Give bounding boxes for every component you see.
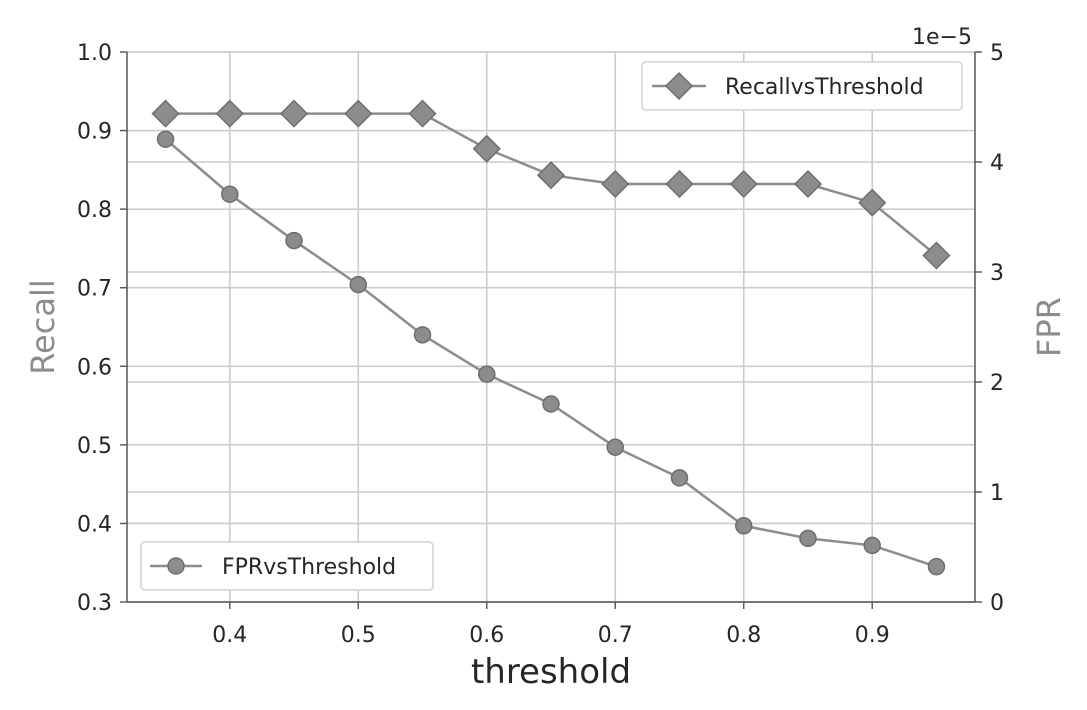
left-axis-label: Recall xyxy=(24,279,62,374)
data-point-recallvsthreshold xyxy=(601,169,630,199)
right-y-tick-label: 0 xyxy=(990,591,1004,616)
right-y-tick-label: 3 xyxy=(990,261,1004,286)
data-point-recallvsthreshold xyxy=(793,169,823,199)
legend-recall-box xyxy=(641,61,963,111)
tick-labels: 0.4 0.5 0.6 0.7 0.8 0.9 0.3 0.4 0.5 0.6 0.7 0.8 0.9 1… xyxy=(77,41,1004,648)
data-point-recallvsthreshold xyxy=(344,99,373,128)
legend-fpr-box xyxy=(140,541,434,591)
data-point-fprvsthreshold xyxy=(542,395,560,413)
legend-fpr-circle-marker xyxy=(167,557,185,575)
axes xyxy=(120,51,982,609)
left-y-tick-label: 0.3 xyxy=(77,591,112,616)
data-point-fprvsthreshold xyxy=(927,557,946,576)
legend-fpr: FPRvsThreshold xyxy=(140,541,434,591)
data-point-fprvsthreshold xyxy=(799,529,817,548)
data-point-fprvsthreshold xyxy=(413,326,432,344)
x-tick-label: 0.4 xyxy=(212,623,247,648)
series-line-fprvsthreshold xyxy=(164,138,937,568)
grid-lines xyxy=(127,51,975,603)
right-y-tick-label: 4 xyxy=(990,151,1004,176)
data-point-fprvsthreshold xyxy=(221,185,239,203)
left-y-tick-label: 0.8 xyxy=(77,198,112,223)
x-tick-label: 0.8 xyxy=(726,623,761,648)
right-y-tick-label: 5 xyxy=(990,41,1004,66)
left-y-tick-label: 1.0 xyxy=(77,41,112,66)
data-point-recallvsthreshold xyxy=(922,241,951,270)
data-point-recallvsthreshold xyxy=(151,99,180,128)
left-y-tick-label: 0.9 xyxy=(77,120,112,145)
legend-recall-diamond-marker xyxy=(664,71,694,101)
data-point-fprvsthreshold xyxy=(156,130,175,148)
data-point-recallvsthreshold xyxy=(536,161,566,190)
data-point-recallvsthreshold xyxy=(408,99,437,128)
right-y-tick-label: 1 xyxy=(990,481,1004,506)
data-point-fprvsthreshold xyxy=(863,536,881,555)
legend-recall-label: RecallvsThreshold xyxy=(725,75,924,100)
data-point-fprvsthreshold xyxy=(670,469,689,487)
x-axis-label: threshold xyxy=(471,652,631,692)
data-point-recallvsthreshold xyxy=(858,188,887,217)
legend-recall: RecallvsThreshold xyxy=(641,61,963,111)
legend-fpr-label: FPRvsThreshold xyxy=(222,555,396,580)
data-point-fprvsthreshold xyxy=(478,365,496,383)
data-point-fprvsthreshold xyxy=(285,231,303,250)
series-layer xyxy=(151,99,951,576)
right-y-tick-label: 2 xyxy=(990,371,1004,396)
x-tick-label: 0.9 xyxy=(855,623,890,648)
data-point-fprvsthreshold xyxy=(734,517,753,535)
right-axis-label: FPR xyxy=(1030,297,1068,357)
left-y-tick-label: 0.5 xyxy=(77,434,112,459)
left-y-tick-label: 0.4 xyxy=(77,512,112,537)
data-point-fprvsthreshold xyxy=(606,438,624,456)
data-point-recallvsthreshold xyxy=(729,169,758,199)
data-point-recallvsthreshold xyxy=(665,169,694,199)
x-tick-label: 0.5 xyxy=(341,623,376,648)
data-point-recallvsthreshold xyxy=(279,99,309,128)
right-axis-offset-text: 1e−5 xyxy=(912,25,972,50)
x-tick-label: 0.7 xyxy=(598,623,633,648)
data-point-fprvsthreshold xyxy=(349,275,368,294)
x-tick-label: 0.6 xyxy=(469,623,504,648)
left-y-tick-label: 0.7 xyxy=(77,277,112,302)
data-point-recallvsthreshold xyxy=(472,134,501,163)
data-point-recallvsthreshold xyxy=(215,99,244,128)
left-y-tick-label: 0.6 xyxy=(77,355,112,380)
